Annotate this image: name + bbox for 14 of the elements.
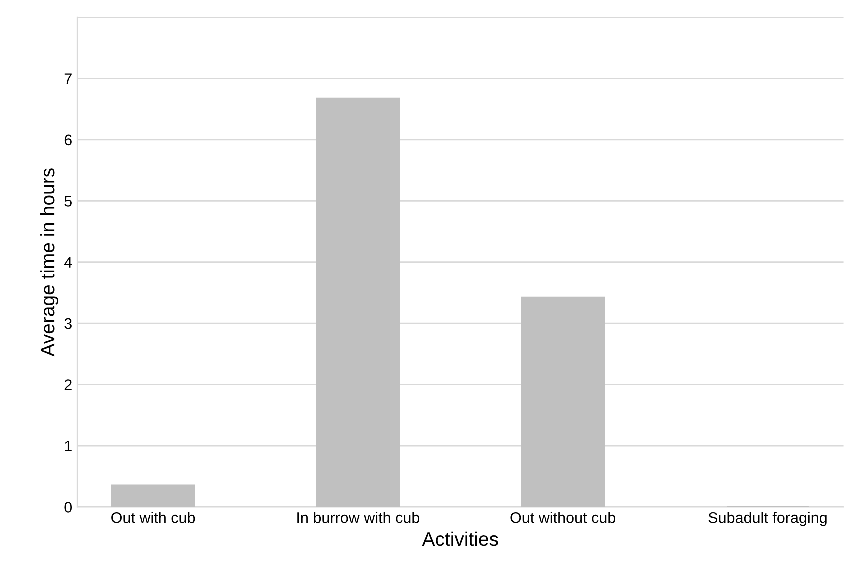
x-tick-label: In burrow with cub (298, 512, 420, 524)
y-tick-label: 3 (64, 318, 72, 330)
y-tick-label: 1 (65, 441, 72, 452)
y-tick-label: 0 (64, 502, 72, 513)
y-tick-label: 6 (64, 134, 72, 146)
y-tick-label: 4 (64, 257, 72, 268)
x-tick-label: Subadult foraging (708, 512, 827, 526)
x-axis-title: Activities (422, 532, 498, 546)
y-axis-title: Average time in hours (40, 168, 59, 357)
x-tick-label: Out without cub (510, 512, 616, 524)
x-tick-label: Out with cub (112, 512, 196, 524)
y-tick-label: 5 (64, 196, 72, 207)
y-tick-label: 2 (64, 380, 72, 390)
y-tick-label: 7 (64, 74, 72, 84)
